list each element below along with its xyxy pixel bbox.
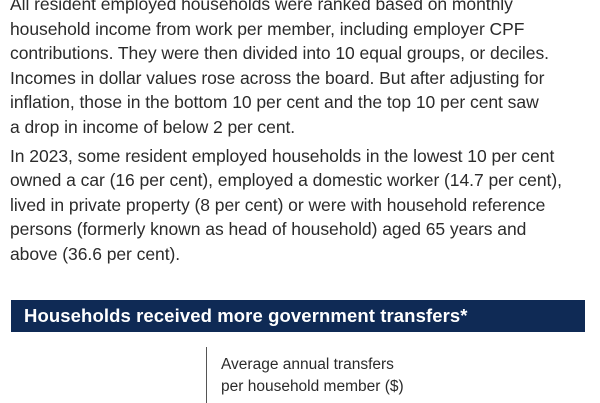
paragraph-line: a drop in income of below 2 per cent. [10,116,296,137]
article-paragraph: All resident employed households were ra… [10,0,594,140]
paragraph-line: In 2023, some resident employed househol… [10,145,555,166]
paragraph-line: household income from work per member, i… [10,18,525,39]
paragraph-line: persons (formerly known as head of house… [10,219,527,240]
section-title: Households received more government tran… [24,305,468,326]
chart-header-line: Average annual transfers [221,356,394,373]
article-paragraph: In 2023, some resident employed househol… [10,144,594,267]
paragraph-line: Incomes in dollar values rose across the… [10,67,545,88]
section-banner: Households received more government tran… [11,300,585,332]
chart-header-line: per household member ($) [221,378,404,395]
paragraph-line: above (36.6 per cent). [10,243,181,264]
paragraph-line: All resident employed households were ra… [10,0,513,14]
article-body: All resident employed households were ra… [10,0,594,271]
paragraph-line: contributions. They were then divided in… [10,43,549,64]
paragraph-line: inflation, those in the bottom 10 per ce… [10,92,539,113]
paragraph-line: lived in private property (8 per cent) o… [10,194,546,215]
paragraph-line: owned a car (16 per cent), employed a do… [10,170,562,191]
chart-header: Average annual transfers per household m… [206,347,404,403]
